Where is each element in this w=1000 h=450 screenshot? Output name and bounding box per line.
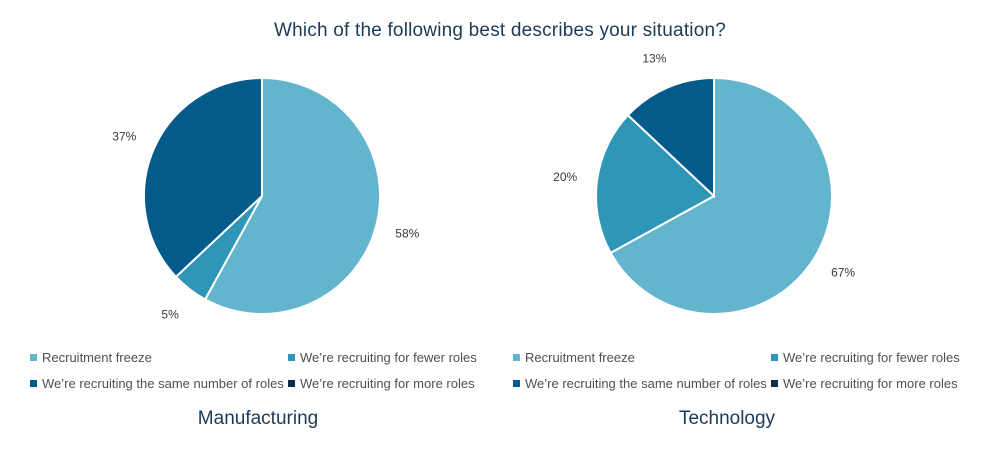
pie-slice-fewer-roles <box>595 113 716 255</box>
technology-caption: Technology <box>678 408 776 429</box>
legend-swatch <box>513 380 520 387</box>
legend-label: We’re recruiting for fewer roles <box>300 350 477 365</box>
pie-data-label: 5% <box>161 308 179 322</box>
legend-swatch <box>771 354 778 361</box>
legend-swatch <box>288 380 295 387</box>
pie-data-label: 13% <box>642 51 666 65</box>
technology-pie: 67% 20% 13% <box>553 51 855 315</box>
legend-swatch <box>513 354 520 361</box>
legend-swatch <box>30 354 37 361</box>
pie-slice-recruitment-freeze <box>203 76 381 315</box>
pie-data-label: 67% <box>831 265 855 279</box>
legend-label: We’re recruiting the same number of role… <box>525 376 767 391</box>
pie-slice-same-roles <box>626 76 715 199</box>
pie-data-label: 58% <box>395 226 419 240</box>
manufacturing-pie: 58% 5% 37% <box>112 76 420 322</box>
legend-label: Recruitment freeze <box>525 350 635 365</box>
pie-slice-recruitment-freeze <box>609 76 833 315</box>
legend-swatch <box>30 380 37 387</box>
manufacturing-caption: Manufacturing <box>197 408 319 429</box>
legend-label: We’re recruiting for fewer roles <box>783 350 960 365</box>
pie-data-label: 37% <box>112 129 136 143</box>
legend-swatch <box>771 380 778 387</box>
pie-data-label: 20% <box>553 170 577 184</box>
legend-label: We’re recruiting the same number of role… <box>42 376 284 391</box>
legend-swatch <box>288 354 295 361</box>
legend-label: Recruitment freeze <box>42 350 152 365</box>
pie-slice-same-roles <box>142 76 263 279</box>
page-title: Which of the following best describes yo… <box>273 20 727 41</box>
legend-label: We’re recruiting for more roles <box>783 376 958 391</box>
legend-label: We’re recruiting for more roles <box>300 376 475 391</box>
